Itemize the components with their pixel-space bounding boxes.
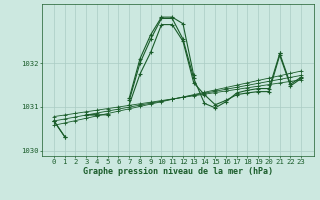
X-axis label: Graphe pression niveau de la mer (hPa): Graphe pression niveau de la mer (hPa) (83, 167, 273, 176)
